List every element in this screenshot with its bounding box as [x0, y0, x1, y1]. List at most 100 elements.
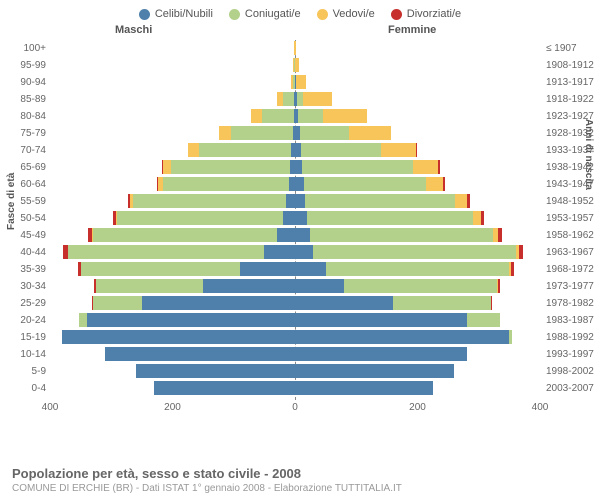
age-row [50, 329, 540, 346]
bar-male [277, 92, 295, 106]
bar-female [295, 347, 467, 361]
legend-swatch [139, 9, 150, 20]
bar-female [295, 296, 492, 310]
bar-segment [426, 177, 443, 191]
bar-segment [519, 245, 524, 259]
bar-segment [79, 313, 86, 327]
bar-segment [295, 364, 454, 378]
bar-segment [219, 126, 231, 140]
bar-segment [481, 211, 484, 225]
bar-male [94, 279, 295, 293]
bar-segment [136, 364, 295, 378]
y-label-birth: 1923-1927 [546, 111, 600, 122]
legend-item: Divorziati/e [391, 8, 461, 20]
bar-female [295, 245, 523, 259]
y-label-age: 75-79 [0, 128, 46, 139]
y-label-birth: 1978-1982 [546, 298, 600, 309]
bar-segment [295, 245, 313, 259]
bar-segment [298, 109, 323, 123]
bar-female [295, 58, 299, 72]
age-row [50, 57, 540, 74]
bar-female [295, 177, 445, 191]
bar-segment [262, 109, 294, 123]
age-row [50, 91, 540, 108]
bar-segment [163, 177, 289, 191]
bar-segment [295, 228, 310, 242]
x-axis: 4002000200400 [50, 400, 540, 420]
bar-segment [393, 296, 491, 310]
y-label-age: 10-14 [0, 349, 46, 360]
bar-segment [264, 245, 295, 259]
y-label-age: 70-74 [0, 145, 46, 156]
bar-female [295, 211, 484, 225]
y-label-age: 5-9 [0, 366, 46, 377]
y-label-age: 95-99 [0, 60, 46, 71]
chart-subtitle: COMUNE DI ERCHIE (BR) - Dati ISTAT 1° ge… [12, 483, 588, 494]
bar-male [92, 296, 295, 310]
y-label-birth: 1928-1932 [546, 128, 600, 139]
bar-segment [303, 92, 332, 106]
age-row [50, 244, 540, 261]
bar-female [295, 313, 500, 327]
bar-segment [295, 211, 307, 225]
bar-segment [310, 228, 494, 242]
y-label-birth: 1938-1942 [546, 162, 600, 173]
age-row [50, 108, 540, 125]
bar-male [79, 313, 295, 327]
bar-segment [199, 143, 291, 157]
bar-female [295, 41, 296, 55]
bar-male [105, 347, 295, 361]
header-male: Maschi [115, 24, 152, 36]
y-label-age: 25-29 [0, 298, 46, 309]
bar-female [295, 279, 500, 293]
age-row [50, 159, 540, 176]
bar-segment [295, 262, 326, 276]
bar-male [88, 228, 295, 242]
y-label-birth: 2003-2007 [546, 383, 600, 394]
y-label-birth: 1913-1917 [546, 77, 600, 88]
bar-segment [301, 143, 381, 157]
y-label-birth: 1908-1912 [546, 60, 600, 71]
y-label-age: 20-24 [0, 315, 46, 326]
bar-segment [455, 194, 467, 208]
bar-segment [240, 262, 295, 276]
y-label-birth: 1993-1997 [546, 349, 600, 360]
legend-label: Divorziati/e [407, 8, 461, 20]
bar-male [219, 126, 295, 140]
y-label-age: 0-4 [0, 383, 46, 394]
bar-segment [295, 194, 305, 208]
bar-segment [231, 126, 292, 140]
y-label-birth: 1948-1952 [546, 196, 600, 207]
chart-title: Popolazione per età, sesso e stato civil… [12, 466, 588, 481]
y-label-age: 100+ [0, 43, 46, 54]
bar-male [251, 109, 295, 123]
x-tick: 200 [409, 402, 426, 413]
bar-segment [307, 211, 472, 225]
bar-segment [203, 279, 295, 293]
y-label-age: 65-69 [0, 162, 46, 173]
bar-segment [188, 143, 199, 157]
bar-segment [296, 75, 306, 89]
bar-female [295, 228, 502, 242]
y-label-age: 85-89 [0, 94, 46, 105]
bar-segment [313, 245, 515, 259]
bar-segment [295, 41, 296, 55]
bar-segment [295, 296, 393, 310]
age-row [50, 176, 540, 193]
bar-segment [498, 279, 500, 293]
bar-segment [467, 194, 469, 208]
bar-segment [413, 160, 439, 174]
bar-male [63, 245, 295, 259]
bar-male [162, 160, 295, 174]
y-label-age: 30-34 [0, 281, 46, 292]
bar-segment [142, 296, 295, 310]
y-label-birth: 1953-1957 [546, 213, 600, 224]
bar-segment [323, 109, 367, 123]
x-tick: 200 [164, 402, 181, 413]
bar-segment [295, 160, 302, 174]
bar-female [295, 143, 417, 157]
bar-segment [304, 177, 427, 191]
bar-segment [154, 381, 295, 395]
legend-label: Vedovi/e [333, 8, 375, 20]
bar-male [157, 177, 295, 191]
